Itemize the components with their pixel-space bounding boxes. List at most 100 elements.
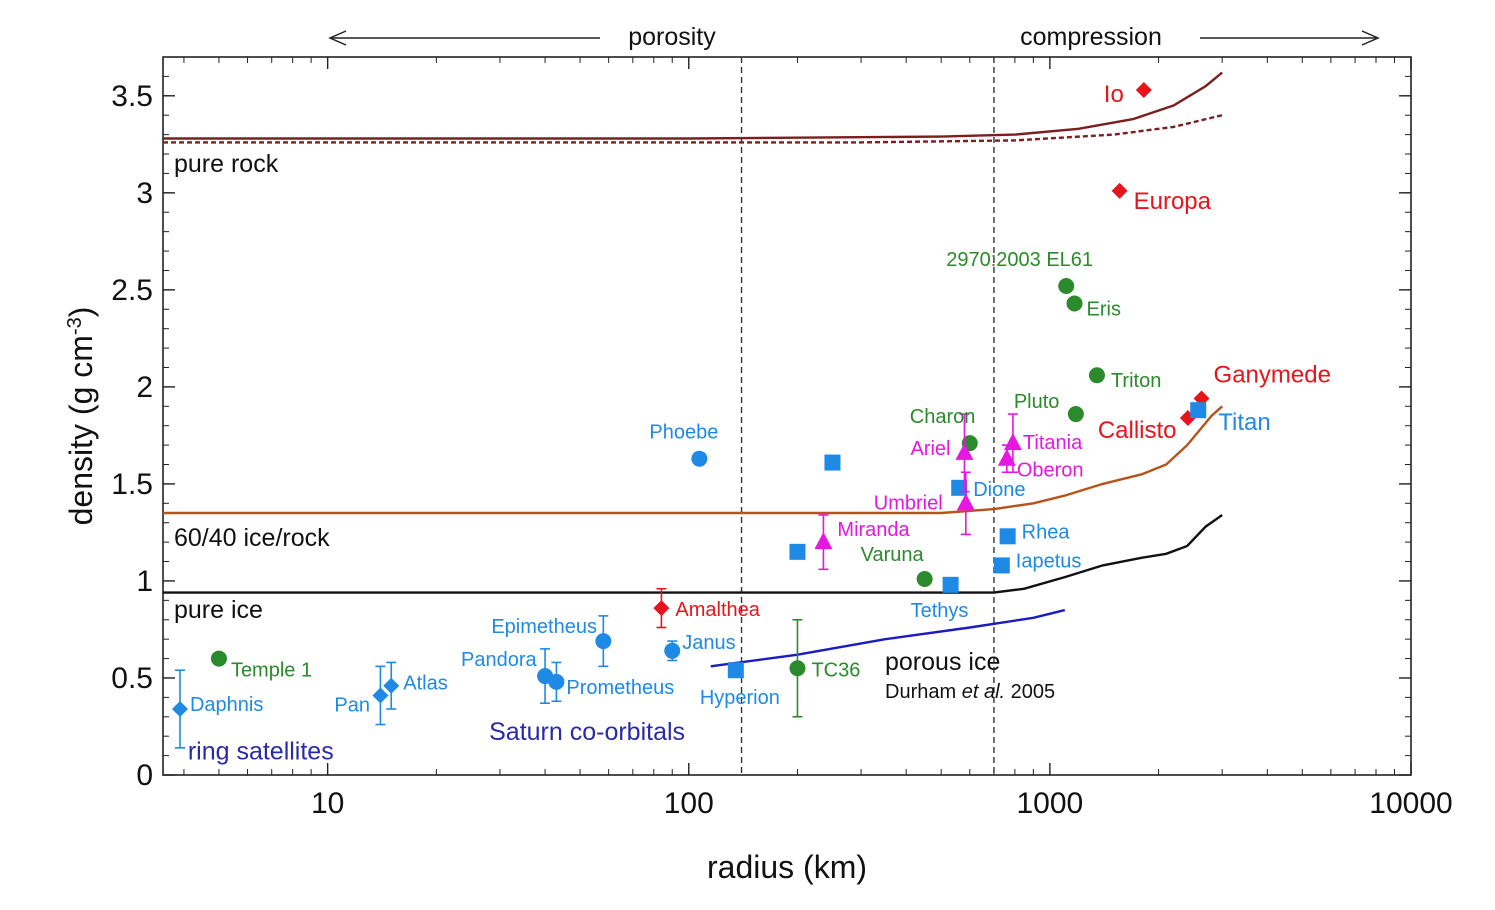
titania-label: Titania — [1023, 432, 1083, 454]
hyperion-marker — [727, 662, 744, 679]
y-tick-label: 2 — [136, 371, 153, 404]
ticks-layer: 0 0.5 1 1.5 2 2.5 3 3.5 10 100 1000 10000 — [111, 57, 1453, 820]
callisto-label: Callisto — [1098, 417, 1177, 444]
epimetheus-label: Epimetheus — [491, 616, 597, 638]
60-40-ice-rock-curve — [163, 405, 1224, 515]
epimetheus-marker — [595, 633, 612, 650]
titania-marker — [1003, 433, 1022, 451]
eris-marker — [1066, 295, 1083, 312]
oberon-label: Oberon — [1017, 460, 1084, 482]
durham-label: Durham et al. 2005 — [885, 681, 1055, 703]
x-tick-label: 10000 — [1369, 787, 1452, 820]
temple-1-label: Temple 1 — [231, 660, 312, 682]
umbriel-marker — [956, 493, 975, 511]
ring-satellites-label: ring satellites — [188, 737, 334, 765]
durham-prefix: Durham — [885, 681, 962, 703]
miranda-label: Miranda — [837, 519, 910, 541]
y-axis-title-main: density (g cm — [63, 335, 99, 525]
oberon-marker — [997, 448, 1016, 466]
tc36-label: TC36 — [811, 659, 860, 681]
porosity-label: porosity — [628, 23, 716, 51]
daphnis-label: Daphnis — [190, 694, 263, 716]
titan-label: Titan — [1218, 409, 1270, 436]
amalthea-label: Amalthea — [675, 599, 760, 621]
io-marker — [1135, 81, 1152, 98]
ganymede-label: Ganymede — [1214, 362, 1331, 389]
janus-label: Janus — [682, 632, 735, 654]
varuna-label: Varuna — [861, 544, 925, 566]
porous-ice-curve — [710, 608, 1066, 668]
prometheus-marker — [548, 673, 565, 690]
titan-marker — [1190, 402, 1207, 419]
miranda-marker — [814, 532, 833, 550]
y-tick-label: 0 — [136, 759, 153, 792]
pandora-label: Pandora — [461, 649, 537, 671]
pure-rock-dashed-curve — [163, 114, 1223, 144]
pure-rock-curve — [163, 71, 1223, 140]
y-tick-label: 1 — [136, 565, 153, 598]
y-tick-label: 3.5 — [111, 80, 153, 113]
durham-suffix: 2005 — [1005, 681, 1055, 703]
compression-arrow-head — [1361, 30, 1380, 46]
pluto-marker — [1067, 406, 1084, 423]
atlas-label: Atlas — [403, 673, 447, 695]
tethys-label: Tethys — [911, 600, 969, 622]
unnamed-marker — [789, 543, 806, 560]
tethys-marker — [942, 576, 959, 593]
varuna-marker — [916, 571, 933, 588]
tc36-marker — [789, 660, 806, 677]
labels-layer: Io Europa Ganymede Callisto Amalthea Titan Pho… — [188, 81, 1331, 765]
eris-label: Eris — [1087, 298, 1121, 320]
pure-ice-label: pure ice — [174, 596, 263, 624]
pure-rock-label: pure rock — [174, 150, 279, 178]
points-layer — [171, 81, 1210, 749]
triton-marker — [1088, 367, 1105, 384]
2970-2003-el61-marker — [1058, 277, 1075, 294]
y-tick-label: 0.5 — [111, 662, 153, 695]
top-annotations: porosity compression — [328, 23, 1380, 51]
y-tick-label: 3 — [136, 177, 153, 210]
x-tick-label: 1000 — [1017, 787, 1084, 820]
x-tick-label: 100 — [664, 787, 714, 820]
pan-label: Pan — [334, 694, 370, 716]
triton-label: Triton — [1111, 370, 1161, 392]
y-tick-label: 1.5 — [111, 468, 153, 501]
dione-label: Dione — [973, 479, 1025, 501]
y-axis-title: density (g cm-3) — [63, 307, 99, 526]
umbriel-label: Umbriel — [874, 492, 943, 514]
y-axis-title-sup: -3 — [64, 317, 86, 335]
europa-marker — [1111, 182, 1128, 199]
ariel-marker — [955, 442, 974, 460]
durham-italic: et al. — [962, 681, 1005, 703]
y-tick-label: 2.5 — [111, 274, 153, 307]
iapetus-label: Iapetus — [1016, 550, 1082, 572]
pure-ice-curve — [163, 514, 1223, 594]
pan-marker — [372, 687, 389, 704]
rhea-label: Rhea — [1022, 521, 1071, 543]
curves-layer — [163, 71, 1224, 668]
europa-label: Europa — [1134, 188, 1212, 215]
compression-label: compression — [1020, 23, 1162, 51]
porous-ice-label: porous ice — [885, 648, 1000, 676]
amalthea-marker — [653, 600, 670, 617]
ariel-label: Ariel — [910, 438, 950, 460]
prometheus-label: Prometheus — [566, 677, 674, 699]
temple-1-marker — [210, 650, 227, 667]
x-axis-title: radius (km) — [707, 849, 867, 885]
porosity-arrow-head — [328, 30, 347, 46]
ice-rock-label: 60/40 ice/rock — [174, 524, 330, 552]
x-tick-label: 10 — [311, 787, 344, 820]
io-label: Io — [1104, 81, 1124, 108]
pluto-label: Pluto — [1014, 391, 1060, 413]
2970-2003-el61-label: 2970:2003 EL61 — [946, 249, 1093, 271]
rhea-marker — [999, 528, 1016, 545]
iapetus-marker — [993, 557, 1010, 574]
unnamed-marker — [824, 454, 841, 471]
hyperion-label: Hyperion — [700, 687, 780, 709]
saturn-co-orbitals-label: Saturn co-orbitals — [489, 718, 685, 746]
atlas-marker — [383, 677, 400, 694]
y-axis-title-close: ) — [63, 307, 99, 318]
phoebe-label: Phoebe — [649, 422, 718, 444]
phoebe-marker — [691, 450, 708, 467]
